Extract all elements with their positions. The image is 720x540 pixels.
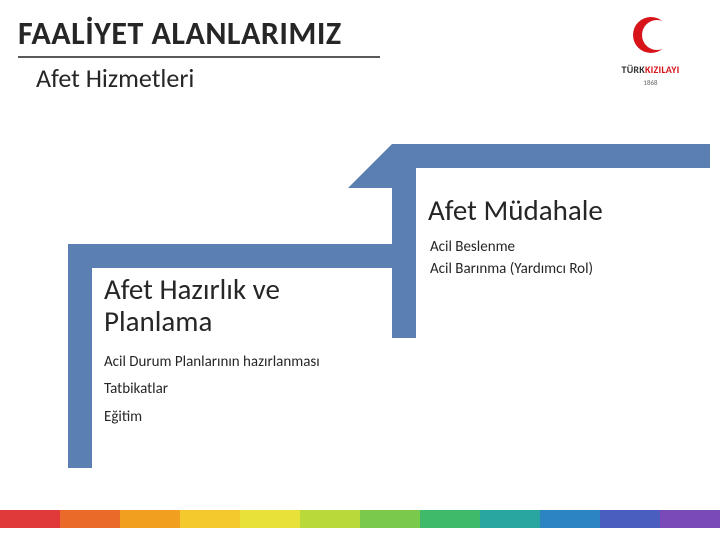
left-bracket-vertical: [68, 244, 92, 468]
rainbow-stripe: [240, 510, 300, 528]
list-item: Eğitim: [104, 409, 364, 426]
rainbow-footer: [0, 510, 720, 528]
rainbow-stripe: [60, 510, 120, 528]
rainbow-stripe: [660, 510, 720, 528]
card-left-title: Afet Hazırlık ve Planlama: [104, 274, 384, 338]
title-underline: [18, 56, 380, 58]
right-bracket-corner: [348, 144, 392, 188]
brand-logo: TÜRKKIZILAYI 1868: [603, 14, 698, 87]
rainbow-stripe: [600, 510, 660, 528]
card-left-items: Acil Durum Planlarının hazırlanması Tatb…: [104, 354, 364, 436]
rainbow-stripe: [300, 510, 360, 528]
page-title: FAALİYET ALANLARIMIZ: [18, 14, 342, 53]
brand-year: 1868: [603, 78, 698, 87]
rainbow-stripe: [180, 510, 240, 528]
card-right-items: Acil Beslenme Acil Barınma (Yardımcı Rol…: [430, 238, 690, 282]
list-item: Acil Barınma (Yardımcı Rol): [430, 260, 690, 278]
brand-text-black: TÜRK: [622, 63, 645, 76]
list-item: Acil Beslenme: [430, 238, 690, 256]
brand-text-red: KIZILAYI: [645, 63, 680, 76]
left-bracket-horizontal: [68, 244, 398, 268]
list-item: Tatbikatlar: [104, 381, 364, 398]
rainbow-stripe: [540, 510, 600, 528]
slide: FAALİYET ALANLARIMIZ Afet Hizmetleri TÜR…: [0, 0, 720, 540]
rainbow-stripe: [0, 510, 60, 528]
card-right-title: Afet Müdahale: [428, 192, 603, 228]
rainbow-stripe: [480, 510, 540, 528]
rainbow-stripe: [420, 510, 480, 528]
rainbow-stripe: [120, 510, 180, 528]
crescent-icon: [628, 14, 674, 56]
page-subtitle: Afet Hizmetleri: [36, 62, 194, 94]
rainbow-stripe: [360, 510, 420, 528]
list-item: Acil Durum Planlarının hazırlanması: [104, 354, 364, 371]
brand-text: TÜRKKIZILAYI: [603, 63, 698, 76]
right-bracket-horizontal: [392, 144, 710, 168]
